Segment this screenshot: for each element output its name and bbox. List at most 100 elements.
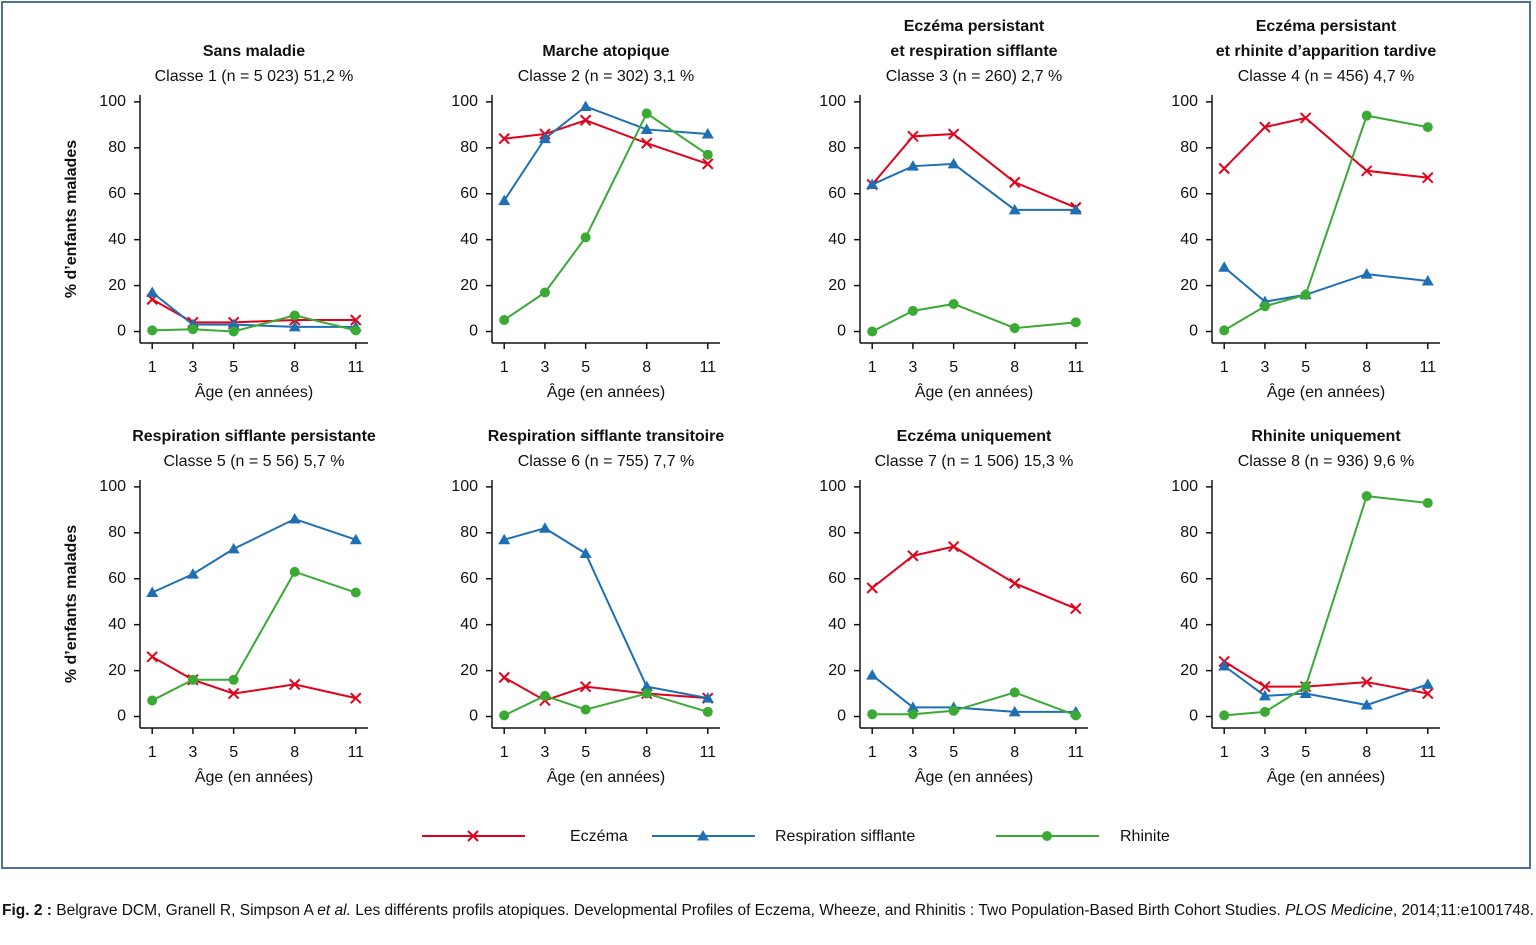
panel-subtitle: Classe 2 (n = 302) 3,1 % <box>518 68 695 85</box>
marker-x <box>866 582 878 594</box>
y-tick-label: 100 <box>1171 478 1198 495</box>
y-tick-label: 80 <box>828 524 846 541</box>
x-tick-label: 8 <box>290 359 299 376</box>
marker-triangle <box>1069 203 1082 215</box>
y-tick-label: 20 <box>828 662 846 679</box>
marker-triangle <box>1299 687 1312 699</box>
x-tick-label: 1 <box>868 359 877 376</box>
panel-subtitle: Classe 1 (n = 5 023) 51,2 % <box>155 68 354 85</box>
x-tick-label: 3 <box>188 744 197 761</box>
marker-x <box>1299 112 1312 124</box>
y-tick-label: 80 <box>108 524 126 541</box>
marker-triangle <box>866 669 879 680</box>
x-tick-label: 5 <box>949 744 958 761</box>
y-tick-label: 80 <box>460 139 478 156</box>
legend-label: Respiration sifflante <box>775 828 915 845</box>
x-tick-label: 1 <box>1220 359 1229 376</box>
x-tick-label: 11 <box>1067 744 1084 761</box>
marker-x <box>907 130 919 143</box>
marker-circle <box>289 566 300 577</box>
marker-circle <box>289 310 300 321</box>
marker-x <box>1009 176 1021 188</box>
y-tick-label: 0 <box>117 708 126 725</box>
series-line <box>503 527 708 700</box>
x-axis-label: Âge (en années) <box>1267 382 1385 401</box>
panel-subtitle: Classe 4 (n = 456) 4,7 % <box>1238 68 1415 85</box>
x-tick-label: 3 <box>1260 744 1269 761</box>
y-tick-label: 80 <box>1180 524 1198 541</box>
marker-triangle <box>1218 660 1231 671</box>
y-tick-label: 0 <box>837 323 846 340</box>
marker-triangle <box>146 586 159 598</box>
x-tick-label: 5 <box>581 744 590 761</box>
marker-circle <box>948 705 959 716</box>
marker-circle <box>907 305 918 316</box>
x-tick-label: 8 <box>1010 359 1019 376</box>
marker-triangle <box>1421 275 1434 286</box>
x-tick-label: 5 <box>949 359 958 376</box>
marker-x <box>1259 121 1271 133</box>
marker-triangle <box>697 830 709 841</box>
caption-italic: et al. <box>317 902 351 919</box>
y-tick-label: 100 <box>99 93 126 110</box>
y-tick-label: 100 <box>451 478 478 495</box>
marker-x <box>498 671 510 684</box>
x-tick-label: 5 <box>1301 744 1310 761</box>
x-tick-label: 3 <box>188 359 197 376</box>
marker-circle <box>147 325 158 336</box>
marker-triangle <box>1360 268 1373 279</box>
marker-circle <box>1300 681 1311 692</box>
x-tick-label: 5 <box>229 744 238 761</box>
x-tick-label: 5 <box>229 359 238 376</box>
x-tick-label: 3 <box>908 359 917 376</box>
x-tick-label: 1 <box>148 744 157 761</box>
marker-circle <box>147 695 158 706</box>
marker-circle <box>539 287 550 298</box>
marker-circle <box>1422 497 1433 508</box>
marker-triangle <box>349 533 362 545</box>
marker-circle <box>867 326 878 337</box>
y-tick-label: 60 <box>108 185 126 202</box>
marker-triangle <box>498 194 511 206</box>
caption-label: Fig. 2 : <box>2 902 52 919</box>
y-tick-label: 20 <box>108 662 126 679</box>
panel-subtitle: Classe 3 (n = 260) 2,7 % <box>886 68 1063 85</box>
marker-triangle <box>538 132 551 144</box>
marker-circle <box>641 688 652 699</box>
x-axis-label: Âge (en années) <box>1267 767 1385 786</box>
legend-label: Rhinite <box>1120 828 1170 845</box>
marker-triangle <box>866 178 879 190</box>
marker-x <box>289 678 301 691</box>
y-tick-label: 100 <box>819 478 846 495</box>
x-axis-label: Âge (en années) <box>915 382 1033 401</box>
marker-circle <box>948 298 959 309</box>
x-tick-label: 8 <box>290 744 299 761</box>
x-tick-label: 3 <box>1260 359 1269 376</box>
marker-circle <box>1361 110 1372 121</box>
marker-triangle <box>498 533 511 545</box>
x-tick-label: 1 <box>1220 744 1229 761</box>
x-tick-label: 5 <box>581 359 590 376</box>
x-tick-label: 8 <box>1010 744 1019 761</box>
marker-triangle <box>906 160 919 171</box>
y-tick-label: 100 <box>819 93 846 110</box>
marker-circle <box>702 149 713 160</box>
marker-x <box>1218 162 1230 175</box>
x-tick-label: 11 <box>1067 359 1084 376</box>
marker-circle <box>1219 325 1230 336</box>
marker-circle <box>1009 323 1020 334</box>
series-line <box>1223 116 1428 179</box>
marker-triangle <box>288 320 301 332</box>
panel-title: Marche atopique <box>542 43 669 60</box>
y-tick-label: 100 <box>1171 93 1198 110</box>
panel-title: et rhinite d’apparition tardive <box>1216 43 1437 60</box>
y-tick-label: 40 <box>1180 616 1198 633</box>
panel-title: Respiration sifflante transitoire <box>488 428 725 445</box>
panel-title: Respiration sifflante persistante <box>132 428 376 445</box>
marker-circle <box>580 232 591 243</box>
marker-triangle <box>640 123 653 134</box>
series-line <box>151 298 356 324</box>
x-tick-label: 1 <box>500 359 509 376</box>
x-axis-label: Âge (en années) <box>915 767 1033 786</box>
marker-circle <box>1422 122 1433 133</box>
